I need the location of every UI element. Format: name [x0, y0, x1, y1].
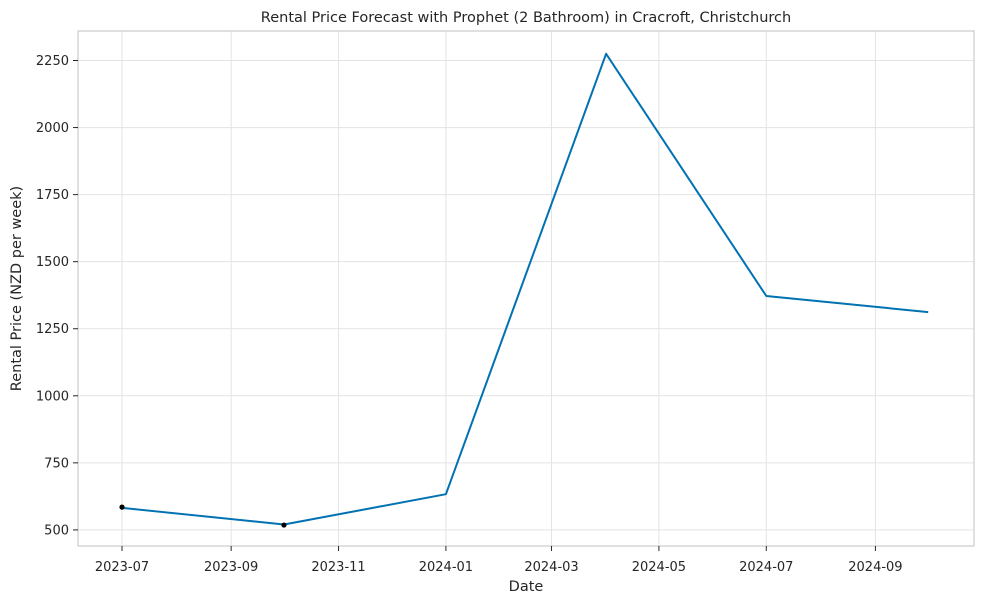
x-tick-label: 2023-11 [311, 560, 365, 575]
x-tick-label: 2023-09 [204, 560, 258, 575]
y-tick-label: 1250 [36, 322, 69, 337]
x-tick-label: 2024-01 [419, 560, 473, 575]
x-axis-ticks: 2023-07 2023-09 2023-11 2024-01 2024-03 2024-… [95, 546, 903, 575]
y-tick-label: 500 [44, 523, 69, 538]
x-tick-label: 2024-07 [739, 560, 793, 575]
y-tick-label: 1000 [36, 389, 69, 404]
y-tick-label: 1500 [36, 255, 69, 270]
y-axis-label: Rental Price (NZD per week) [9, 186, 25, 391]
y-tick-label: 1750 [36, 188, 69, 203]
observed-point [119, 504, 125, 510]
series-layer [119, 52, 929, 528]
grid-lines [78, 31, 974, 546]
observed-point [281, 522, 287, 528]
x-tick-label: 2024-03 [524, 560, 578, 575]
x-tick-label: 2024-09 [848, 560, 902, 575]
y-axis-ticks: 500 750 1000 1250 1500 1750 2000 2250 [36, 54, 78, 538]
chart-title: Rental Price Forecast with Prophet (2 Ba… [261, 10, 791, 26]
forecast-line [121, 52, 929, 526]
plot-frame [77, 30, 975, 547]
y-tick-label: 2000 [36, 121, 69, 136]
x-tick-label: 2023-07 [95, 560, 149, 575]
y-tick-label: 750 [44, 456, 69, 471]
x-axis-label: Date [509, 579, 544, 595]
y-tick-label: 2250 [36, 54, 69, 69]
x-tick-label: 2024-05 [632, 560, 686, 575]
